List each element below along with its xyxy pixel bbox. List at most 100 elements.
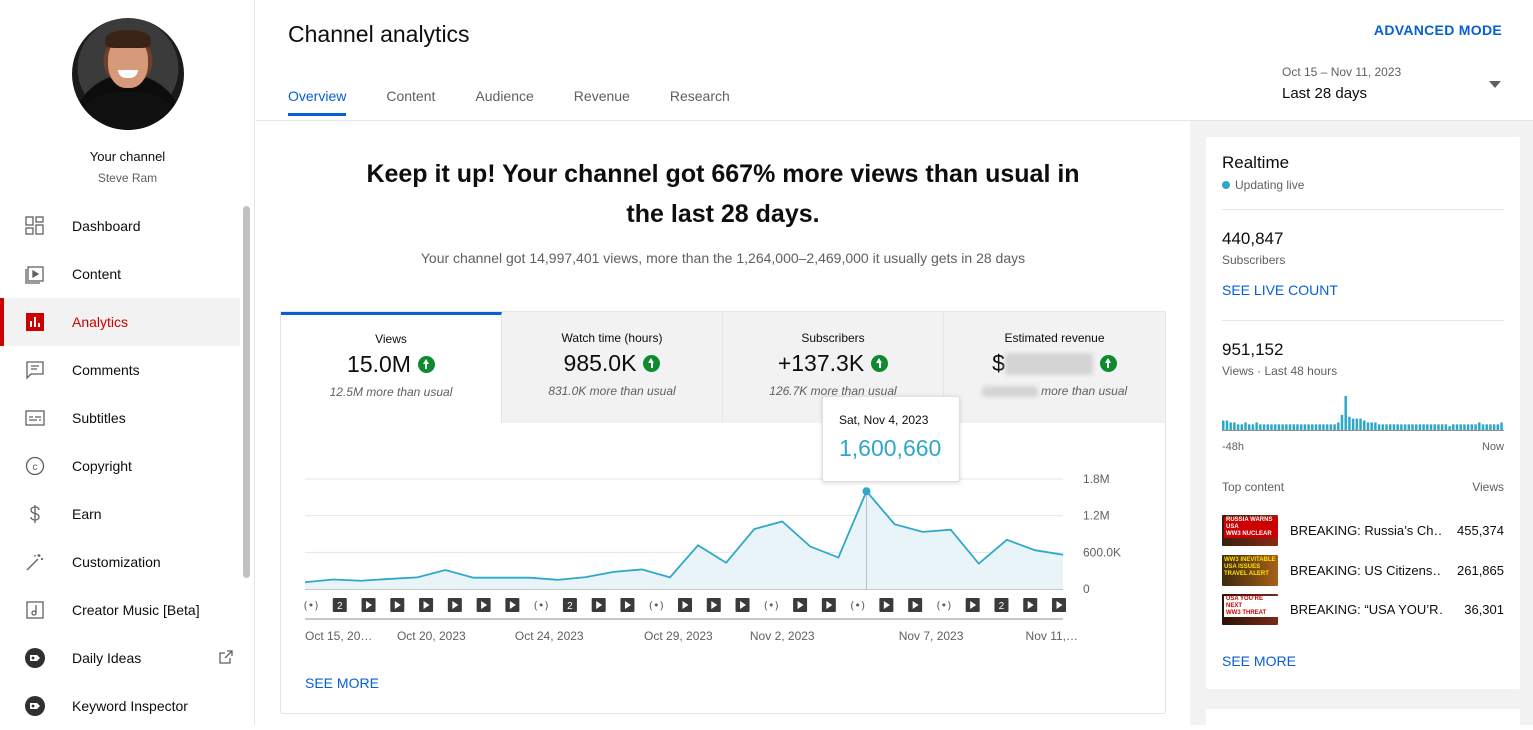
realtime-bar <box>1285 424 1288 430</box>
external-link-icon[interactable] <box>219 650 233 669</box>
realtime-bar <box>1325 424 1329 430</box>
extension-logo-icon <box>24 647 46 669</box>
realtime-title: Realtime <box>1222 153 1290 172</box>
metric-revenue[interactable]: Estimated revenue $ more than usual <box>944 312 1165 423</box>
play-icon <box>912 601 919 609</box>
realtime-bar <box>1299 424 1303 430</box>
realtime-bar <box>1440 424 1444 430</box>
realtime-bar <box>1403 424 1407 430</box>
date-range-text[interactable]: Oct 15 – Nov 11, 2023 <box>1282 65 1402 79</box>
metric-watch-time[interactable]: Watch time (hours) 985.0K 831.0K more th… <box>502 312 723 423</box>
realtime-bar <box>1370 422 1373 430</box>
sidebar-item-label: Subtitles <box>72 410 126 426</box>
dollar-icon <box>24 503 46 525</box>
realtime-bar <box>1418 424 1422 430</box>
dashboard-icon <box>24 215 46 237</box>
sidebar-item-label: Daily Ideas <box>72 650 142 666</box>
realtime-bar <box>1478 422 1481 430</box>
play-icon <box>826 601 833 609</box>
top-content-views: 36,301 <box>1464 601 1504 617</box>
live-marker-icon: (•) <box>764 599 779 612</box>
realtime-bar <box>1455 424 1459 430</box>
realtime-bar <box>1355 418 1359 430</box>
realtime-bar <box>1463 424 1466 430</box>
multi-video-marker-icon <box>332 598 347 612</box>
sidebar-item-customization[interactable]: Customization <box>0 538 240 586</box>
axis-start-label: -48h <box>1222 441 1245 453</box>
subtitles-icon <box>24 407 46 429</box>
sidebar-item-subtitles[interactable]: Subtitles <box>0 394 240 442</box>
see-live-count-link[interactable]: SEE LIVE COUNT <box>1222 282 1338 298</box>
play-icon <box>797 601 804 609</box>
metrics-card: Views 15.0M 12.5M more than usual Watch … <box>280 311 1166 714</box>
views-48h-label: Views · Last 48 hours <box>1222 364 1338 378</box>
see-more-link[interactable]: SEE MORE <box>305 675 379 691</box>
realtime-bar <box>1470 424 1474 430</box>
play-icon <box>366 601 373 609</box>
sidebar-item-copyright[interactable]: c Copyright <box>0 442 240 490</box>
sidebar-item-label: Content <box>72 266 122 282</box>
views-48h-count: 951,152 <box>1222 340 1284 359</box>
video-thumbnail: RUSSIA WARNS USA WW3 NUCLEAR <box>1222 514 1278 546</box>
tab-content[interactable]: Content <box>386 88 436 104</box>
tab-overview[interactable]: Overview <box>288 88 347 116</box>
play-icon <box>394 601 401 609</box>
metric-views[interactable]: Views 15.0M 12.5M more than usual <box>281 312 502 423</box>
realtime-bar <box>1296 424 1299 430</box>
top-content-title: BREAKING: US Citizens… <box>1290 562 1442 578</box>
blurred-amount <box>1004 352 1093 375</box>
realtime-bar <box>1236 424 1240 430</box>
sidebar-item-earn[interactable]: Earn <box>0 490 240 538</box>
realtime-bar <box>1429 424 1433 430</box>
comments-icon <box>24 359 46 381</box>
top-content-row[interactable]: WW3 INEVITABLE USA ISSUES TRAVEL ALERT BRE… <box>1222 554 1504 586</box>
play-icon <box>970 601 977 609</box>
chevron-down-icon[interactable] <box>1489 81 1501 88</box>
sidebar-item-keyword-inspector[interactable]: Keyword Inspector <box>0 682 240 730</box>
top-content-row[interactable]: RUSSIA WARNS USA WW3 NUCLEAR BREAKING: Ru… <box>1222 514 1504 546</box>
y-tick-label: 1.2M <box>1083 509 1110 523</box>
tab-revenue[interactable]: Revenue <box>573 88 630 104</box>
realtime-bar <box>1437 424 1440 430</box>
realtime-bar-chart[interactable] <box>1222 393 1504 433</box>
your-channel-label: Your channel <box>89 149 166 164</box>
thumb-text: RUSSIA WARNS USA WW3 NUCLEAR <box>1224 516 1278 538</box>
realtime-bar <box>1392 424 1396 430</box>
see-more-link[interactable]: SEE MORE <box>1222 653 1296 669</box>
sidebar-item-label: Creator Music [Beta] <box>72 602 200 618</box>
top-content-row[interactable]: USA YOU’RE NEXT WW3 THREAT BREAKING: “USA… <box>1222 593 1504 625</box>
tab-audience[interactable]: Audience <box>475 88 534 104</box>
y-tick-label: 1.8M <box>1083 472 1110 486</box>
realtime-bar <box>1363 420 1366 430</box>
realtime-bar <box>1385 424 1388 430</box>
realtime-bar <box>1262 424 1266 430</box>
play-icon <box>682 601 689 609</box>
realtime-bar <box>1448 426 1451 430</box>
metric-subscribers[interactable]: Subscribers +137.3K 126.7K more than usu… <box>723 312 944 423</box>
realtime-bar <box>1311 424 1314 430</box>
realtime-bar <box>1426 424 1429 430</box>
sidebar-item-analytics[interactable]: Analytics <box>0 298 240 346</box>
advanced-mode-button[interactable]: ADVANCED MODE <box>1373 22 1502 38</box>
realtime-bar <box>1288 424 1292 430</box>
sidebar-item-daily-ideas[interactable]: Daily Ideas <box>0 634 240 682</box>
tab-research[interactable]: Research <box>669 88 730 104</box>
realtime-bar <box>1259 424 1262 430</box>
views-chart[interactable]: 1.8M 1.2M 600.0K 0 (•) 2 (•) 2 (•) (•) (•) (•) 2 Oct … <box>281 424 1165 674</box>
sidebar-item-dashboard[interactable]: Dashboard <box>0 202 240 250</box>
top-content-views: 455,374 <box>1457 522 1504 538</box>
sidebar-item-comments[interactable]: Comments <box>0 346 240 394</box>
top-content-title: BREAKING: “USA YOU’R… <box>1290 601 1442 617</box>
sidebar-item-content[interactable]: Content <box>0 250 240 298</box>
realtime-bar <box>1377 424 1381 430</box>
realtime-bar <box>1459 424 1462 430</box>
sidebar-scrollbar[interactable] <box>243 206 250 578</box>
metric-value: +137.3K <box>777 350 865 376</box>
sidebar-item-label: Analytics <box>72 314 129 330</box>
multi-video-marker-icon <box>562 598 577 612</box>
realtime-bar <box>1444 424 1448 430</box>
date-period-select[interactable]: Last 28 days <box>1282 85 1368 102</box>
sidebar-item-creator-music[interactable]: Creator Music [Beta] <box>0 586 240 634</box>
channel-avatar[interactable] <box>72 18 184 130</box>
realtime-bar <box>1344 396 1347 430</box>
